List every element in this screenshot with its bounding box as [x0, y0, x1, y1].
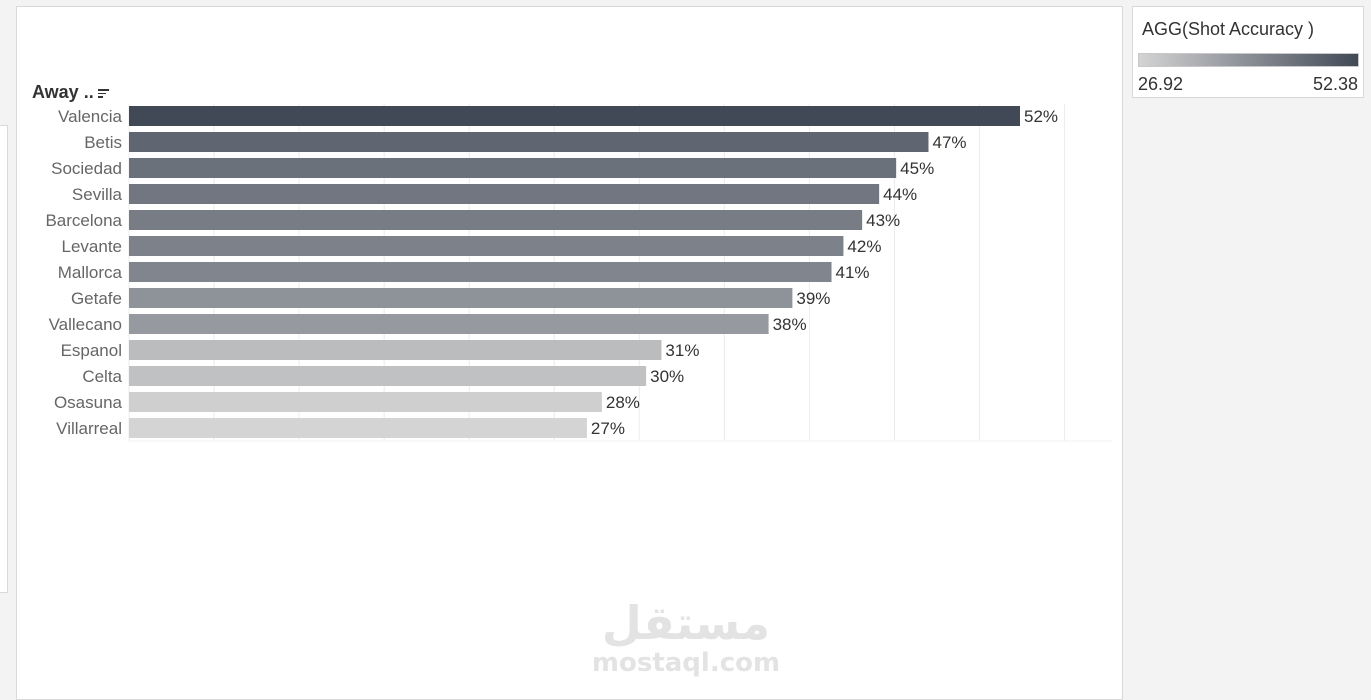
category-label: Sociedad: [51, 159, 122, 178]
legend-title: AGG(Shot Accuracy ): [1142, 19, 1315, 39]
data-label: 27%: [591, 419, 625, 438]
bar[interactable]: [129, 106, 1020, 126]
data-label: 38%: [773, 315, 807, 334]
bar[interactable]: [129, 418, 587, 438]
category-label: Barcelona: [45, 211, 122, 230]
data-label: 39%: [796, 289, 830, 308]
bar[interactable]: [129, 366, 647, 386]
category-label: Mallorca: [58, 263, 123, 282]
category-label: Levante: [62, 237, 123, 256]
category-label: Espanol: [61, 341, 122, 360]
data-label: 31%: [665, 341, 699, 360]
data-label: 30%: [650, 367, 684, 386]
bar[interactable]: [129, 236, 844, 256]
bar[interactable]: [129, 158, 897, 178]
color-legend[interactable]: AGG(Shot Accuracy ) 26.92 52.38: [1132, 6, 1364, 98]
data-label: 45%: [900, 159, 934, 178]
bar[interactable]: [129, 262, 832, 282]
category-label: Osasuna: [54, 393, 123, 412]
left-panel-edge: [0, 125, 8, 593]
watermark-arabic-text: مستقل: [601, 596, 771, 650]
data-label: 44%: [883, 185, 917, 204]
sort-descending-icon[interactable]: [97, 88, 110, 98]
category-label: Sevilla: [72, 185, 123, 204]
bar[interactable]: [129, 288, 793, 308]
category-label: Celta: [82, 367, 122, 386]
category-label: Betis: [84, 133, 122, 152]
category-label: Getafe: [71, 289, 122, 308]
watermark: مستقل mostaql.com: [576, 598, 796, 678]
category-label: Villarreal: [56, 419, 122, 438]
bar[interactable]: [129, 392, 602, 412]
data-label: 42%: [847, 237, 881, 256]
legend-color-ramp: [1138, 53, 1359, 67]
data-label: 52%: [1024, 107, 1058, 126]
bars: Valencia 52% Betis 47% Sociedad 45% Sevilla 44%…: [45, 106, 1058, 438]
bar[interactable]: [129, 314, 769, 334]
category-label: Vallecano: [49, 315, 122, 334]
watermark-latin-text: mostaql.com: [591, 648, 781, 678]
row-axis-field-label: Away ..: [32, 82, 94, 102]
legend-min-value: 26.92: [1138, 74, 1184, 94]
bar[interactable]: [129, 132, 929, 152]
bar[interactable]: [129, 184, 880, 204]
data-label: 41%: [836, 263, 870, 282]
legend-max-value: 52.38: [1312, 74, 1358, 94]
bar[interactable]: [129, 340, 662, 360]
category-label: Valencia: [58, 107, 122, 126]
data-label: 43%: [866, 211, 900, 230]
data-label: 47%: [932, 133, 966, 152]
data-label: 28%: [606, 393, 640, 412]
row-axis-header[interactable]: Away ..: [32, 82, 110, 103]
bar[interactable]: [129, 210, 863, 230]
